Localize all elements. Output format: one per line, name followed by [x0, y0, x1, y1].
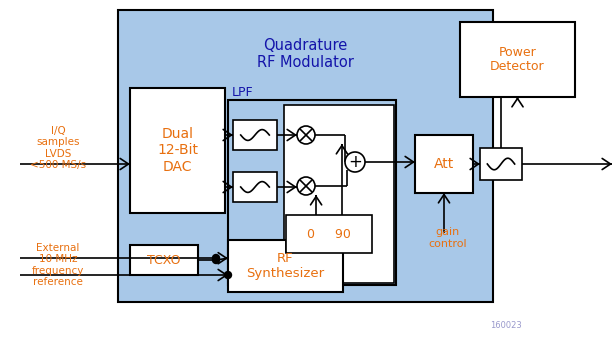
Text: 0     90: 0 90: [307, 227, 351, 241]
Circle shape: [297, 177, 315, 195]
Bar: [284, 105, 394, 283]
Circle shape: [297, 126, 315, 144]
Bar: [130, 88, 225, 213]
Text: RF
Synthesizer: RF Synthesizer: [247, 252, 324, 280]
Circle shape: [212, 254, 220, 262]
Text: LPF: LPF: [232, 86, 254, 99]
Bar: [228, 240, 343, 292]
Text: I/Q
samples
LVDS
<500 MS/s: I/Q samples LVDS <500 MS/s: [30, 126, 86, 171]
Text: +: +: [348, 153, 362, 171]
Text: External
10 MHz
frequency
reference: External 10 MHz frequency reference: [32, 243, 84, 287]
Bar: [460, 22, 575, 97]
Text: Att: Att: [434, 157, 454, 171]
Circle shape: [345, 152, 365, 172]
Bar: [286, 215, 372, 253]
Text: 160023: 160023: [490, 320, 522, 330]
Bar: [233, 120, 277, 150]
Text: Quadrature
RF Modulator: Quadrature RF Modulator: [256, 38, 354, 70]
Text: gain
control: gain control: [428, 227, 468, 249]
Bar: [118, 10, 493, 302]
Bar: [130, 245, 198, 275]
Bar: [233, 172, 277, 202]
Text: TCXO: TCXO: [147, 253, 181, 267]
Text: Dual
12-Bit
DAC: Dual 12-Bit DAC: [157, 127, 198, 174]
Circle shape: [212, 256, 220, 264]
Bar: [415, 135, 473, 193]
Circle shape: [225, 272, 231, 278]
Text: Power
Detector: Power Detector: [490, 45, 545, 73]
Bar: [480, 148, 522, 180]
Bar: [228, 100, 396, 285]
